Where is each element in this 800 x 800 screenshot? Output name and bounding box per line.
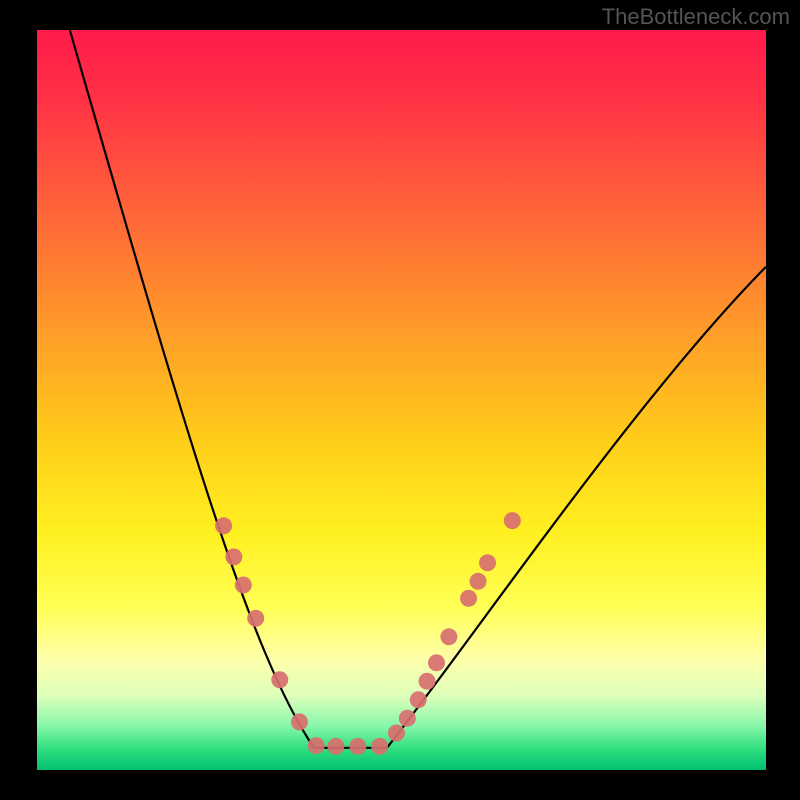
chart-svg <box>0 0 800 800</box>
data-marker <box>419 673 436 690</box>
data-marker <box>440 628 457 645</box>
data-marker <box>428 654 445 671</box>
data-marker <box>388 725 405 742</box>
data-marker <box>399 710 416 727</box>
data-marker <box>291 713 308 730</box>
data-marker <box>504 512 521 529</box>
data-marker <box>271 671 288 688</box>
data-marker <box>479 554 496 571</box>
chart-container: TheBottleneck.com <box>0 0 800 800</box>
data-marker <box>235 577 252 594</box>
data-marker <box>308 737 325 754</box>
data-marker <box>247 610 264 627</box>
data-marker <box>410 691 427 708</box>
data-marker <box>327 738 344 755</box>
plot-background <box>37 30 766 770</box>
data-marker <box>460 590 477 607</box>
data-marker <box>215 517 232 534</box>
data-marker <box>470 573 487 590</box>
data-marker <box>349 738 366 755</box>
data-marker <box>225 548 242 565</box>
data-marker <box>371 738 388 755</box>
watermark-text: TheBottleneck.com <box>602 4 790 30</box>
